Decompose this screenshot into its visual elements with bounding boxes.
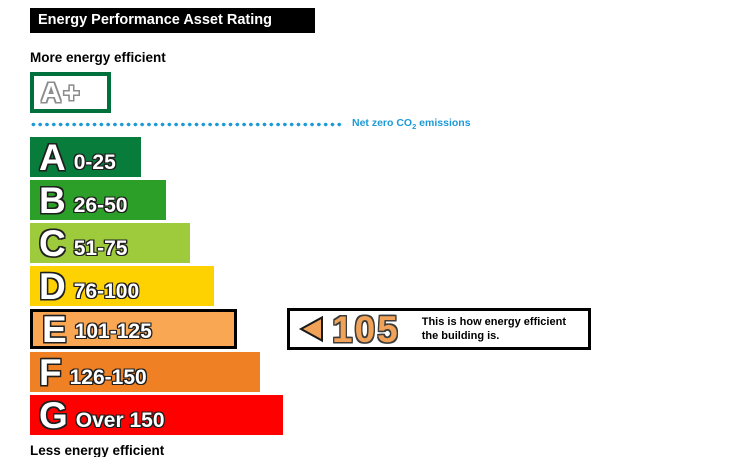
band-bar-C: C 51-75: [30, 223, 190, 263]
band-row-D: D 76-100: [30, 266, 739, 306]
band-letter: F: [39, 351, 62, 393]
current-rating-indicator: 105 This is how energy efficient the buil…: [287, 308, 591, 350]
band-range: 0-25: [73, 151, 116, 174]
band-bar-D: D 76-100: [30, 266, 214, 306]
band-range: 51-75: [73, 237, 128, 260]
indicator-line1: This is how energy efficient: [421, 316, 566, 328]
band-bar-F: F 126-150: [30, 352, 260, 392]
left-arrow-icon: [298, 315, 323, 343]
band-row-C: C 51-75: [30, 223, 739, 263]
band-range: Over 150: [75, 409, 165, 432]
band-letter: A: [39, 136, 66, 178]
page-title: Energy Performance Asset Rating: [38, 12, 272, 28]
band-letter: B: [39, 179, 66, 221]
band-range: 101-125: [74, 320, 152, 343]
rating-bands: A 0-25 B 26-50 C 51-75 D 76-100 E 101-12…: [30, 137, 739, 435]
net-zero-subscript: 2: [412, 122, 417, 132]
net-zero-label: Net zero CO2 emissions: [352, 117, 471, 131]
current-rating-value: 105: [332, 308, 400, 350]
a-plus-band: A+: [30, 72, 111, 113]
band-range: 126-150: [69, 366, 147, 389]
band-range: 26-50: [73, 194, 128, 217]
net-zero-text-after: emissions: [416, 116, 471, 129]
band-row-E: E 101-125 105 This is how energy efficie…: [30, 308, 739, 350]
band-bar-E: E 101-125: [30, 309, 237, 349]
band-letter: C: [39, 222, 66, 264]
band-row-A: A 0-25: [30, 137, 739, 177]
indicator-line2: the building is.: [421, 330, 500, 342]
band-row-F: F 126-150: [30, 352, 739, 392]
net-zero-text-before: Net zero CO: [352, 116, 413, 129]
net-zero-dotted-line: [30, 121, 342, 127]
band-row-G: G Over 150: [30, 395, 739, 435]
band-bar-A: A 0-25: [30, 137, 141, 177]
a-plus-label: A+: [41, 76, 82, 108]
less-efficient-label: Less energy efficient: [30, 443, 165, 457]
band-bar-B: B 26-50: [30, 180, 166, 220]
band-letter: D: [39, 265, 66, 307]
title-bar: Energy Performance Asset Rating: [30, 8, 315, 33]
band-letter: G: [39, 394, 68, 436]
net-zero-row: Net zero CO2 emissions: [30, 117, 739, 131]
indicator-description: This is how energy efficient the building…: [422, 315, 566, 343]
more-efficient-label: More energy efficient: [30, 50, 166, 65]
band-range: 76-100: [73, 280, 140, 303]
band-bar-G: G Over 150: [30, 395, 283, 435]
band-letter: E: [42, 308, 67, 350]
band-row-B: B 26-50: [30, 180, 739, 220]
